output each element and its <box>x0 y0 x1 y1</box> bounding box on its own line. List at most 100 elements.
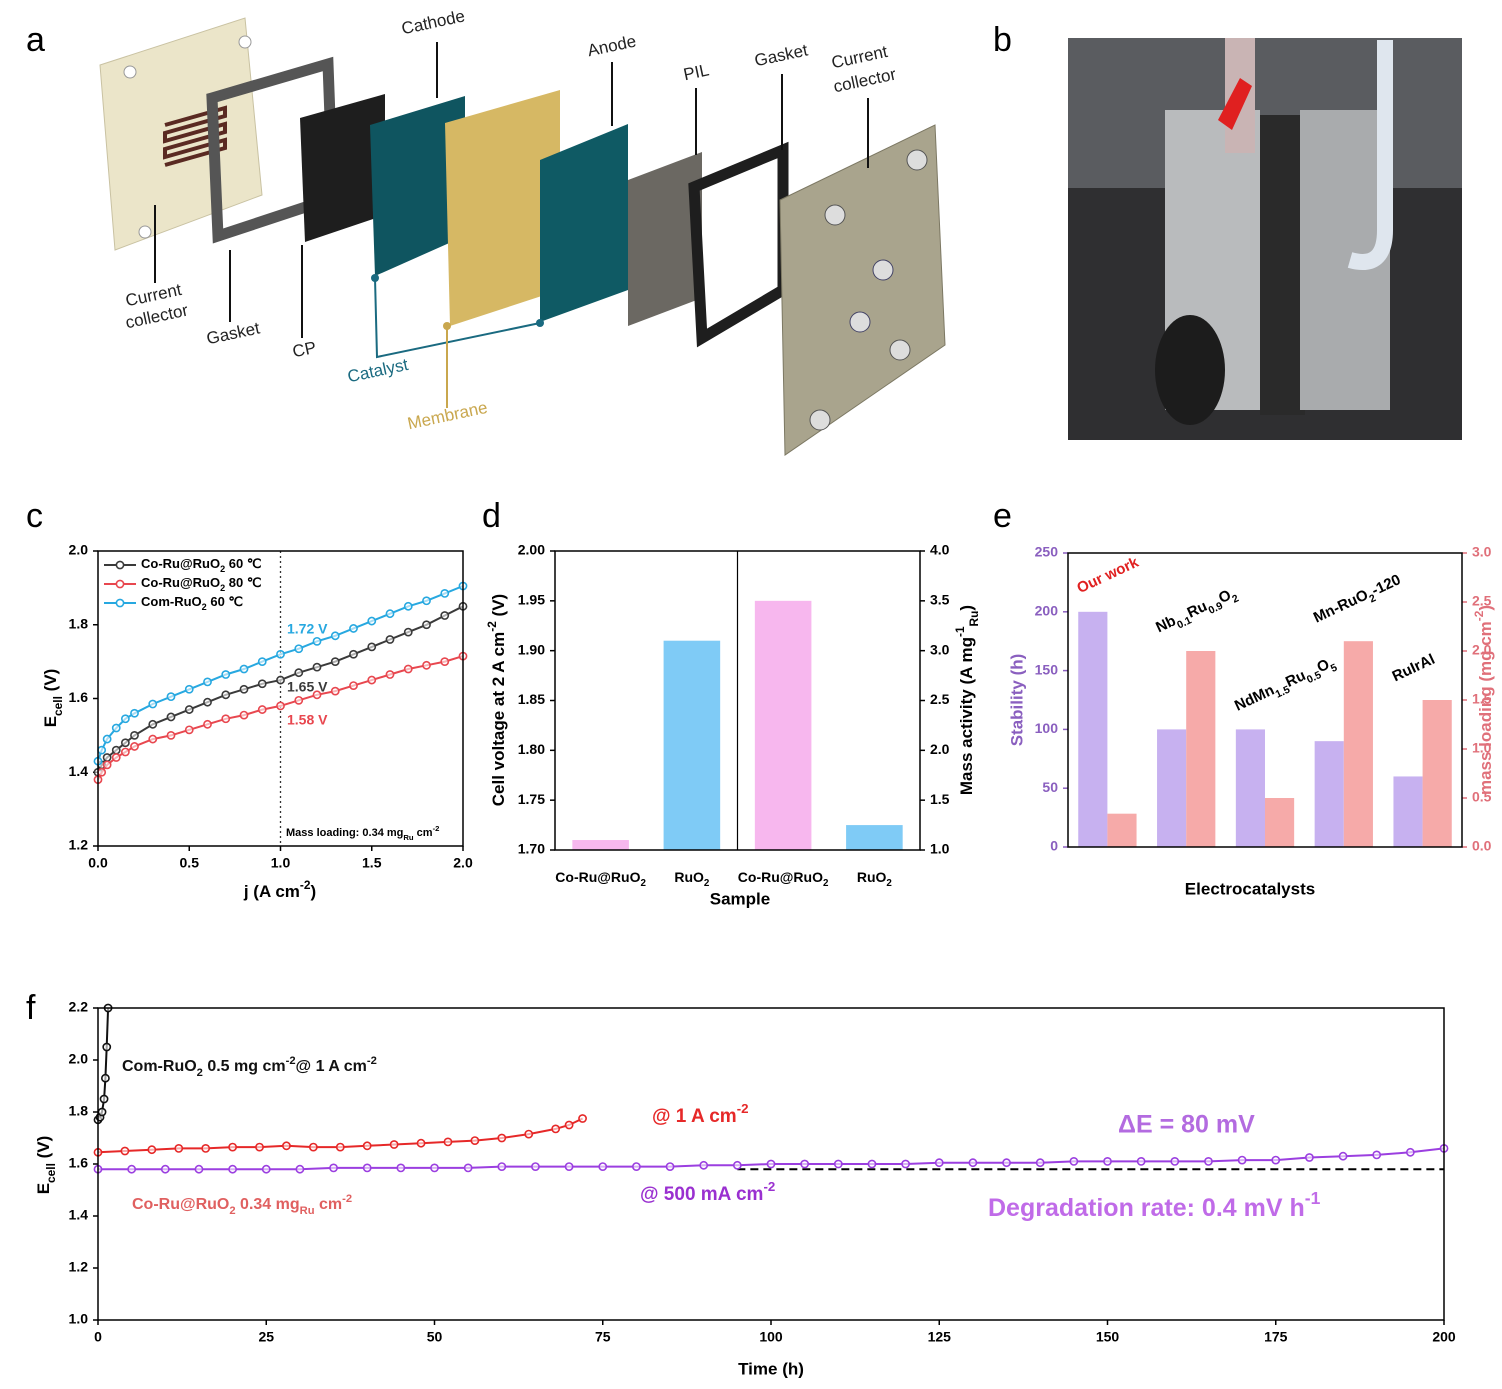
text-part: Co-Ru@RuO <box>132 1196 229 1213</box>
y2-axis-label: Mass activity (A mg-1Ru) <box>953 605 981 795</box>
x-tick-label: 0.5 <box>180 855 200 871</box>
data-point <box>257 657 267 667</box>
x-axis-label: Time (h) <box>738 1359 804 1378</box>
data-point <box>524 1129 534 1139</box>
data-point <box>732 1160 742 1170</box>
plot-frame <box>97 1007 1445 1321</box>
data-point <box>968 1158 978 1168</box>
data-point <box>294 695 304 705</box>
y-tick-label: 1.5 <box>1472 691 1492 707</box>
data-point <box>201 1144 211 1153</box>
bar <box>1157 729 1187 847</box>
y-tick-label: 3.0 <box>1472 544 1492 560</box>
y-tick-label: 1.80 <box>518 741 545 757</box>
x-tick-label: 150 <box>1096 1329 1120 1345</box>
data-point <box>130 730 139 740</box>
text-part: Co-Ru@RuO <box>555 869 640 885</box>
y-tick-label: 2.0 <box>69 542 89 558</box>
text-part: Ru <box>300 1205 315 1217</box>
bar <box>1314 741 1344 847</box>
x-tick-label: 125 <box>928 1329 952 1345</box>
text-part: -120 <box>1369 571 1403 599</box>
text-part: 5 <box>1329 661 1340 674</box>
text-part: Mass activity (A mg <box>957 637 976 795</box>
data-point <box>430 1163 439 1173</box>
data-point <box>276 701 285 711</box>
data-point <box>1136 1157 1146 1166</box>
data-point <box>130 708 139 718</box>
bar <box>1107 813 1137 847</box>
text-part: RuO <box>857 869 887 885</box>
data-point <box>148 699 158 709</box>
cathode <box>370 96 465 276</box>
data-point <box>120 714 130 724</box>
dot <box>536 319 544 327</box>
x-axis-label: Electrocatalysts <box>1185 879 1315 898</box>
data-point <box>1002 1158 1011 1168</box>
data-point <box>239 664 249 674</box>
plot-frame <box>1067 552 1463 848</box>
bar <box>1393 776 1423 847</box>
data-point <box>463 1163 473 1173</box>
data-point <box>294 644 304 654</box>
data-point <box>440 589 450 598</box>
data-point <box>440 611 450 620</box>
y-tick-label: 2.5 <box>930 691 950 707</box>
text-part: Ru <box>1185 598 1210 622</box>
y-axis-label: Ecell (V) <box>34 1136 58 1195</box>
y-tick-label: 1.6 <box>69 689 89 705</box>
bolt <box>889 339 911 361</box>
panel-letter: b <box>993 21 1012 59</box>
data-point <box>367 642 377 652</box>
text-part: Ru <box>1283 667 1308 691</box>
text-part: -2 <box>300 878 311 892</box>
text-part: -2 <box>485 621 499 632</box>
data-point <box>312 636 322 646</box>
text-part: @ 1 A cm <box>652 1106 737 1127</box>
data-point <box>102 1042 112 1052</box>
data-point <box>203 677 212 687</box>
data-point <box>97 1107 107 1117</box>
y-tick-label: 1.2 <box>69 837 89 853</box>
category-label: Our work <box>1074 554 1141 598</box>
tube <box>1347 40 1393 270</box>
data-point <box>221 690 231 700</box>
data-point <box>308 1142 318 1152</box>
y-tick-label: 1.0 <box>1472 740 1492 756</box>
dot <box>371 274 379 282</box>
x-tick-label: 0 <box>94 1329 102 1345</box>
text-part: 2 <box>220 583 225 593</box>
data-point <box>1372 1150 1382 1160</box>
legend-marker <box>115 598 125 608</box>
data-point <box>389 1140 399 1149</box>
y-tick-label: 0.5 <box>1472 789 1492 805</box>
data-point <box>385 609 395 619</box>
y-tick-label: 1.85 <box>518 691 545 707</box>
annotation: @ 500 mA cm-2 <box>640 1179 775 1205</box>
x-tick-label: 1.5 <box>362 855 382 871</box>
y-tick-label: 200 <box>1035 603 1059 619</box>
bar <box>1078 611 1108 847</box>
text-part: 2 <box>1367 592 1378 605</box>
y-tick-label: 1.95 <box>518 592 545 608</box>
x-tick-label: Co-Ru@RuO2 <box>555 869 646 889</box>
y-axis-label: Cell voltage at 2 A cm-2 (V) <box>485 594 508 806</box>
data-point <box>111 745 121 755</box>
data-point <box>295 1164 305 1174</box>
label: Gasket <box>753 40 810 70</box>
category-label: RuIrAl <box>1390 651 1438 685</box>
legend-marker <box>115 560 125 570</box>
bolt <box>824 204 846 226</box>
data-point <box>403 627 413 637</box>
data-point <box>329 1163 338 1173</box>
data-point <box>1170 1157 1180 1166</box>
data-point <box>194 1164 204 1174</box>
panel-letter: c <box>26 497 43 535</box>
data-point <box>102 734 112 744</box>
data-point <box>120 738 130 748</box>
data-point <box>257 705 267 714</box>
text-part: Co-Ru@RuO <box>141 575 220 590</box>
data-point <box>166 712 176 722</box>
data-point <box>416 1138 426 1148</box>
data-point <box>800 1159 810 1169</box>
